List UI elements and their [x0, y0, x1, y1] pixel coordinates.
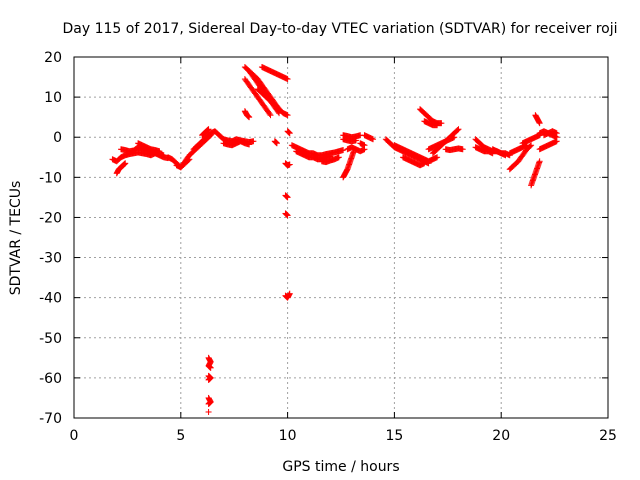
data-point [273, 140, 280, 147]
x-axis-label: GPS time / hours [282, 459, 399, 475]
x-tick-label: 25 [599, 428, 617, 444]
data-point [454, 127, 461, 134]
data-point [122, 160, 129, 167]
data-point [459, 146, 466, 153]
data-point [246, 114, 253, 121]
data-point [284, 212, 291, 219]
data-points [109, 64, 560, 415]
y-tick-label: -20 [39, 210, 62, 226]
x-tick-label: 15 [385, 428, 403, 444]
data-point [451, 134, 458, 141]
data-point [553, 130, 560, 137]
y-tick-label: -30 [39, 251, 62, 267]
data-point [185, 157, 192, 164]
data-point [284, 194, 291, 201]
data-point [335, 154, 342, 161]
y-tick-label: -40 [39, 291, 62, 307]
y-tick-label: 10 [44, 90, 62, 106]
data-point [434, 154, 441, 161]
data-point [267, 112, 274, 119]
data-point [284, 112, 291, 119]
y-tick-label: 0 [53, 130, 62, 146]
x-tick-labels: 0 5 10 15 20 25 [70, 428, 617, 444]
x-tick-label: 10 [279, 428, 297, 444]
data-point [361, 142, 368, 149]
data-point [207, 364, 214, 371]
x-tick-label: 5 [176, 428, 185, 444]
data-point [455, 126, 462, 133]
axis-ticks [73, 56, 609, 419]
plot-frame [73, 56, 609, 419]
y-tick-labels: -70 -60 -50 -40 -30 -20 -10 0 10 20 [39, 50, 62, 427]
data-point [275, 105, 282, 112]
data-point [421, 160, 428, 167]
data-point [340, 147, 347, 154]
x-tick-label: 0 [70, 428, 79, 444]
data-point [205, 126, 212, 133]
data-point [266, 110, 273, 117]
data-point [205, 376, 212, 383]
y-tick-label: -60 [39, 371, 62, 387]
data-point [205, 400, 212, 407]
data-point [205, 408, 212, 415]
data-point [438, 120, 445, 127]
data-point [284, 76, 291, 83]
data-point [434, 122, 441, 129]
data-point [370, 136, 377, 143]
data-point [536, 120, 543, 127]
grid-lines [74, 57, 608, 418]
y-tick-label: -10 [39, 170, 62, 186]
data-point [276, 106, 283, 113]
data-point [186, 156, 193, 163]
data-point [156, 148, 163, 155]
data-point [286, 161, 293, 168]
data-point [286, 130, 293, 137]
y-axis-label: SDTVAR / TECUs [8, 181, 24, 296]
y-tick-label: -70 [39, 411, 62, 427]
data-point [250, 138, 257, 145]
data-point [286, 290, 293, 297]
y-tick-label: -50 [39, 331, 62, 347]
x-tick-label: 20 [492, 428, 510, 444]
data-point [536, 158, 543, 165]
chart-title: Day 115 of 2017, Sidereal Day-to-day VTE… [62, 21, 617, 37]
data-point [553, 138, 560, 145]
y-tick-label: 20 [44, 50, 62, 66]
data-point [352, 137, 359, 144]
